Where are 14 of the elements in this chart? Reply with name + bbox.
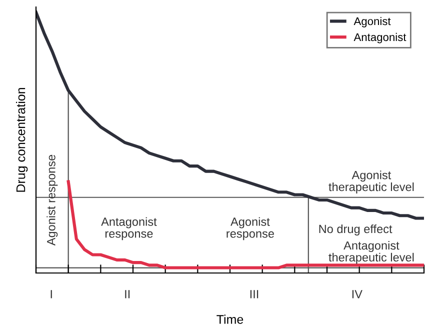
annotation: Agonist response <box>226 217 274 240</box>
legend-label: Antagonist <box>354 32 406 44</box>
text: IV <box>352 290 362 298</box>
text: III <box>250 290 258 298</box>
ref-line-label: Agonist therapeutic level <box>328 170 414 194</box>
text: II <box>125 290 130 298</box>
y-axis-title: Drug concentration <box>16 88 28 192</box>
annotation: No drug effect <box>319 224 392 236</box>
text: I <box>50 290 52 298</box>
ref-line-label: Antagonist therapeutic level <box>328 241 414 264</box>
annotation: Antagonist response <box>101 217 157 240</box>
x-axis-title: Time <box>216 314 244 324</box>
legend-label: Agonist <box>354 17 391 28</box>
annotation: Agonist response <box>46 154 58 246</box>
